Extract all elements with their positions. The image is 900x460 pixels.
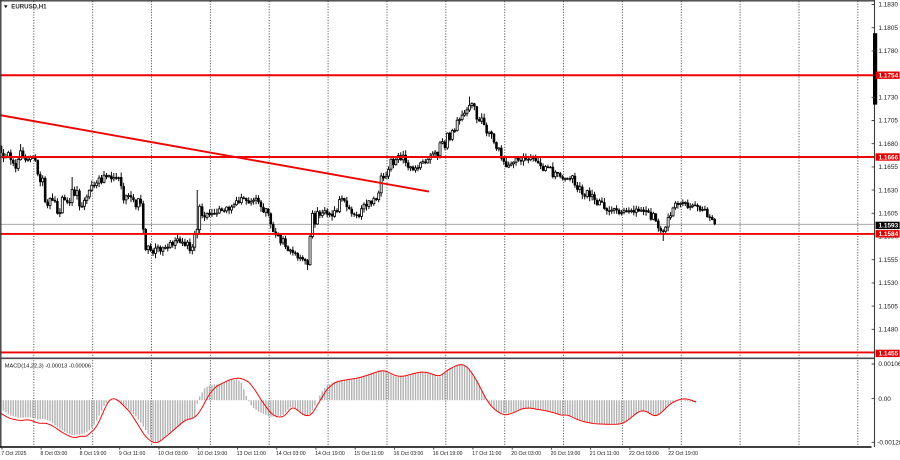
- svg-text:1.1730: 1.1730: [878, 95, 898, 102]
- svg-text:13 Oct 11:00: 13 Oct 11:00: [237, 451, 266, 457]
- svg-text:14 Oct 03:00: 14 Oct 03:00: [276, 451, 306, 457]
- svg-text:10 Oct 19:00: 10 Oct 19:00: [197, 451, 227, 457]
- svg-text:0.00106: 0.00106: [878, 361, 900, 368]
- svg-text:-0.00128: -0.00128: [877, 440, 900, 447]
- svg-text:16 Oct 03:00: 16 Oct 03:00: [394, 451, 424, 457]
- svg-text:1.1805: 1.1805: [878, 25, 898, 32]
- svg-text:1.1666: 1.1666: [879, 154, 899, 161]
- svg-text:9 Oct 11:00: 9 Oct 11:00: [119, 451, 146, 457]
- svg-text:1.1530: 1.1530: [878, 280, 898, 287]
- svg-text:1.1480: 1.1480: [878, 327, 898, 334]
- svg-text:1.1605: 1.1605: [878, 211, 898, 218]
- svg-text:1.1555: 1.1555: [878, 257, 898, 264]
- svg-text:1.1455: 1.1455: [879, 351, 899, 358]
- svg-text:1.1780: 1.1780: [878, 48, 898, 55]
- svg-text:17 Oct 11:00: 17 Oct 11:00: [472, 451, 501, 457]
- svg-text:20 Oct 19:00: 20 Oct 19:00: [551, 451, 581, 457]
- svg-text:14 Oct 19:00: 14 Oct 19:00: [315, 451, 345, 457]
- svg-text:1.1584: 1.1584: [879, 231, 899, 238]
- svg-text:21 Oct 11:00: 21 Oct 11:00: [590, 451, 619, 457]
- svg-text:22 Oct 19:00: 22 Oct 19:00: [668, 451, 698, 457]
- svg-text:1.1830: 1.1830: [878, 2, 898, 9]
- svg-text:8 Oct 19:00: 8 Oct 19:00: [80, 451, 107, 457]
- svg-text:1.1655: 1.1655: [878, 164, 898, 171]
- svg-text:0.00: 0.00: [878, 396, 891, 403]
- svg-text:EURUSD,H1: EURUSD,H1: [11, 3, 47, 10]
- svg-text:1.1754: 1.1754: [879, 73, 899, 80]
- svg-text:8 Oct 03:00: 8 Oct 03:00: [40, 451, 67, 457]
- svg-text:7 Oct 2025: 7 Oct 2025: [1, 451, 26, 457]
- svg-text:15 Oct 11:00: 15 Oct 11:00: [354, 451, 383, 457]
- svg-text:22 Oct 03:00: 22 Oct 03:00: [629, 451, 659, 457]
- svg-text:20 Oct 03:00: 20 Oct 03:00: [511, 451, 541, 457]
- svg-text:1.1705: 1.1705: [878, 118, 898, 125]
- svg-text:1.1505: 1.1505: [878, 303, 898, 310]
- svg-text:10 Oct 03:00: 10 Oct 03:00: [158, 451, 188, 457]
- svg-text:1.1630: 1.1630: [878, 187, 898, 194]
- svg-text:1.1680: 1.1680: [878, 141, 898, 148]
- svg-text:1.1593: 1.1593: [879, 223, 899, 230]
- svg-text:16 Oct 19:00: 16 Oct 19:00: [433, 451, 463, 457]
- svg-text:MACD(14,22,3) -0.00013 -0.0000: MACD(14,22,3) -0.00013 -0.00006: [5, 364, 91, 370]
